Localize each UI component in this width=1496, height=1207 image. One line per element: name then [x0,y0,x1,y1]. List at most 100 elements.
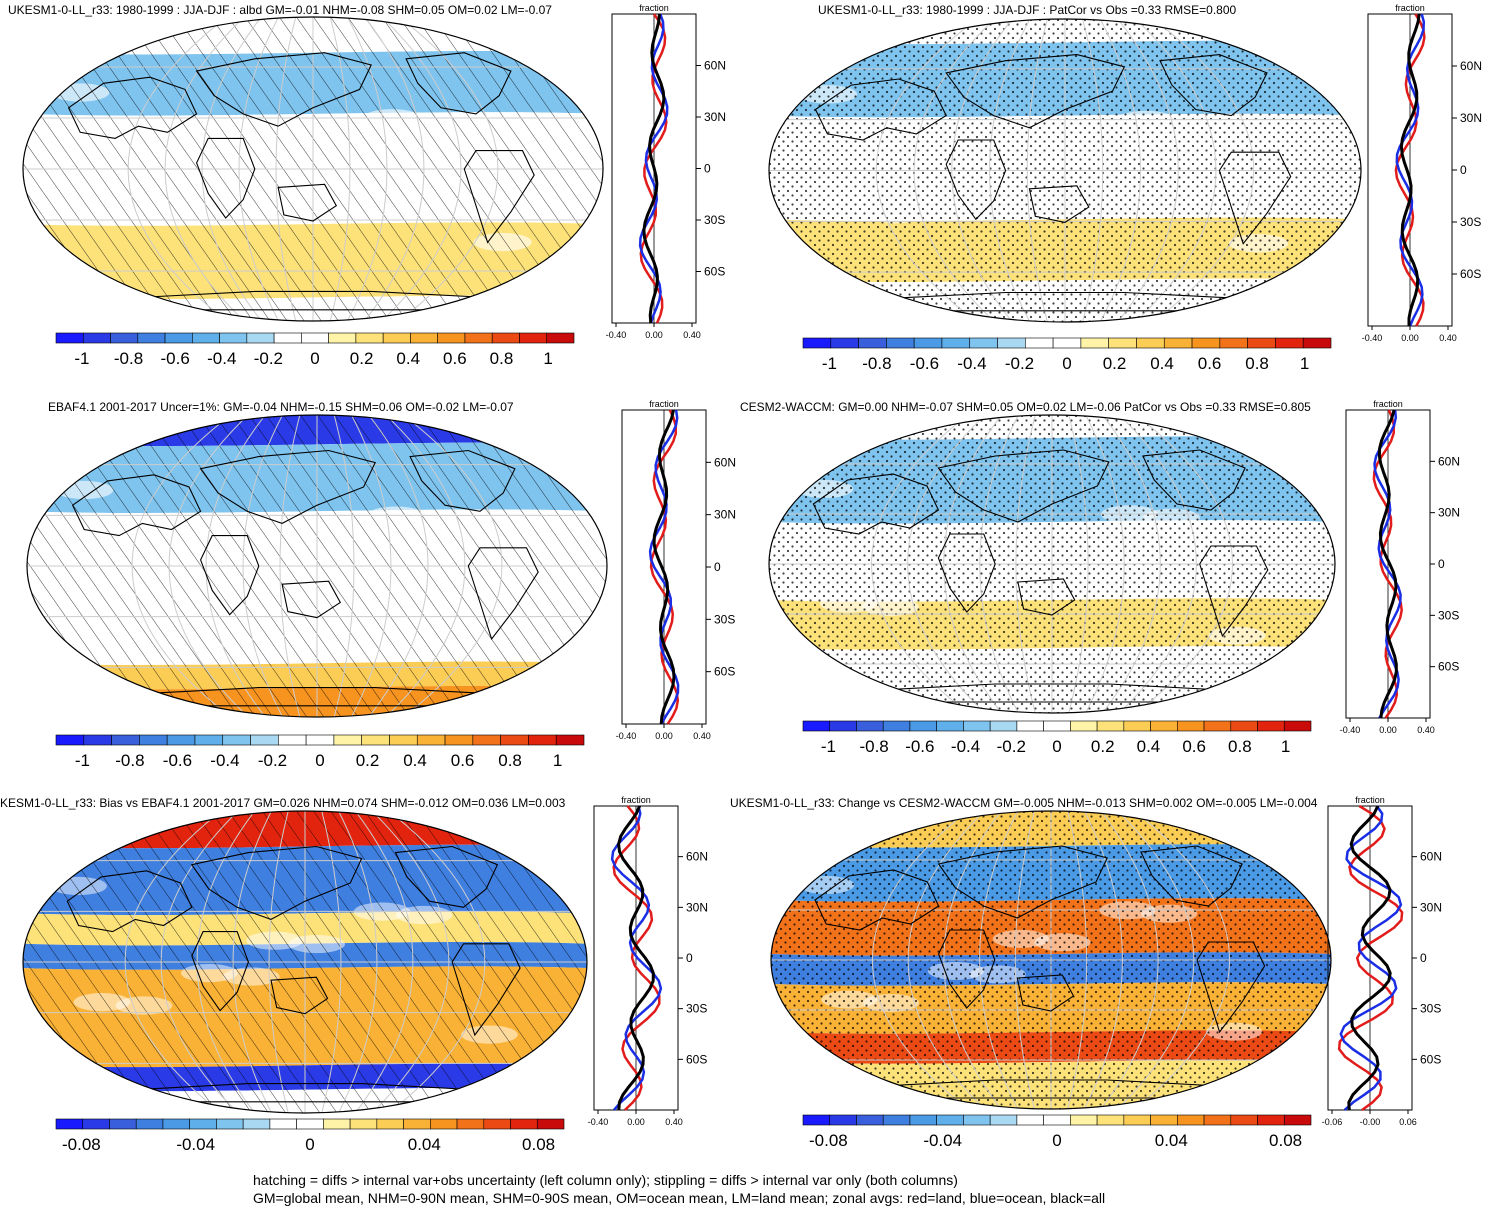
colorbar-swatch [328,332,357,344]
colorbar-swatch [1203,720,1232,732]
colorbar-swatch [1219,337,1248,349]
colorbar-tick-label: 0.04 [408,1135,441,1154]
lat-tick-label: 0 [714,560,721,574]
lat-tick-label: 30S [704,213,725,227]
colorbar-swatch [430,1118,458,1130]
lat-tick-label: 60S [714,665,735,679]
zonal-x-tick-label: -0.06 [1322,1117,1343,1127]
colorbar-tick-label: -0.6 [910,354,939,373]
colorbar-tick-label: 0 [310,349,319,368]
colorbar-swatch [856,720,884,732]
colorbar-swatch [269,1118,297,1130]
colorbar-swatch [909,1114,937,1126]
colorbar-tick-label: 0 [1062,354,1071,373]
world-map [22,810,588,1114]
colorbar-swatch [349,1118,378,1130]
colorbar-swatch [1177,720,1205,732]
colorbar-swatch [1070,720,1098,732]
colorbar-swatch [250,734,279,746]
colorbar: -0.08 -0.04 0 0.04 0.08 [802,1114,1312,1150]
colorbar-swatch [1016,720,1044,732]
colorbar-swatch [301,332,329,344]
zonal-all-line [617,805,655,1111]
colorbar: -1 -0.8 -0.6 -0.4 -0.2 0 0.2 0.4 0.6 0.8 1 [802,337,1332,373]
colorbar-tick-label: 0 [305,1135,314,1154]
colorbar-swatch [969,337,998,349]
caption-line-1: hatching = diffs > internal var+obs unce… [253,1172,958,1188]
lat-tick-label: 30S [686,1002,707,1016]
colorbar-swatch [1247,337,1276,349]
colorbar-swatch [989,720,1018,732]
colorbar-swatch [546,332,575,344]
colorbar-swatch [1275,337,1304,349]
zonal-ocean-line [1395,13,1426,327]
colorbar-swatch [886,337,915,349]
colorbar-swatch [137,332,166,344]
colorbar-swatch [242,1118,271,1130]
colorbar-tick-label: -1 [74,349,89,368]
colorbar-swatch [192,332,220,344]
zonal-x-tick-label: 0.00 [655,731,673,741]
colorbar-swatch [1080,337,1109,349]
colorbar-swatch [216,1118,244,1130]
colorbar-swatch [1150,1114,1178,1126]
zonal-all-line [1377,409,1398,719]
colorbar-swatch [83,734,112,746]
lat-tick-label: 60N [686,850,708,864]
colorbar-tick-label: -0.8 [114,349,143,368]
zonal-mean-plot: fraction 60N 30N 0 30S 60S -0.40 0.00 0.40 [588,795,708,1127]
colorbar-tick-label: -0.4 [207,349,236,368]
colorbar-swatch [519,332,548,344]
colorbar-swatch [909,720,937,732]
colorbar-swatch [1043,720,1071,732]
colorbar-tick-label: -0.6 [160,349,189,368]
colorbar-swatch [273,332,302,344]
colorbar-swatch [802,1114,831,1126]
colorbar-swatch [437,332,466,344]
colorbar-swatch [1230,720,1258,732]
lat-tick-label: 30N [1420,900,1442,914]
colorbar-swatch [997,337,1026,349]
zonal-axis-title: fraction [639,3,669,13]
colorbar-swatch [164,332,193,344]
lat-tick-label: 30S [1438,608,1459,622]
zonal-land-line [1372,409,1403,719]
zonal-ocean-line [1339,805,1403,1111]
lat-tick-label: 30N [686,900,708,914]
zonal-mean-plot: fraction 60N 30N 0 30S 60S -0.06 -0.00 0.06 [1322,795,1442,1127]
colorbar-swatch [323,1118,351,1130]
colorbar-swatch [989,1114,1018,1126]
colorbar-swatch [1302,337,1332,349]
colorbar-swatch [110,332,139,344]
colorbar-swatch [246,332,275,344]
zonal-land-line [1394,13,1426,327]
lat-tick-label: 30N [704,110,726,124]
colorbar-tick-label: 0.8 [490,349,514,368]
colorbar-swatch [162,1118,190,1130]
world-map [22,16,604,322]
lat-tick-label: 60S [1420,1052,1441,1066]
colorbar-swatch [483,1118,511,1130]
panel-title: KESM1-0-LL_r33: Bias vs EBAF4.1 2001-201… [0,796,566,810]
colorbar-swatch [936,720,964,732]
colorbar-swatch [82,332,111,344]
colorbar-swatch [444,734,474,746]
colorbar-swatch [219,332,248,344]
lat-tick-label: 60N [714,455,736,469]
lat-tick-label: 60S [686,1052,707,1066]
colorbar-tick-label: 1 [553,751,562,770]
zonal-x-tick-label: -0.40 [588,1117,609,1127]
lat-tick-label: 30N [714,508,736,522]
colorbar-tick-label: 0.8 [1228,737,1252,756]
colorbar-tick-label: 1 [1300,354,1309,373]
colorbar: -1 -0.8 -0.6 -0.4 -0.2 0 0.2 0.4 0.6 0.8 1 [55,332,575,368]
colorbar-swatch [82,1118,110,1130]
panel-title: EBAF4.1 2001-2017 Uncer=1%: GM=-0.04 NHM… [48,400,514,414]
colorbar-swatch [376,1118,404,1130]
colorbar-swatch [109,1118,137,1130]
colorbar-swatch [139,734,168,746]
zonal-x-tick-label: 0.00 [1379,725,1397,735]
colorbar-tick-label: 0.04 [1155,1131,1188,1150]
lat-tick-label: 0 [1438,557,1445,571]
colorbar-tick-label: 0.2 [1091,737,1115,756]
